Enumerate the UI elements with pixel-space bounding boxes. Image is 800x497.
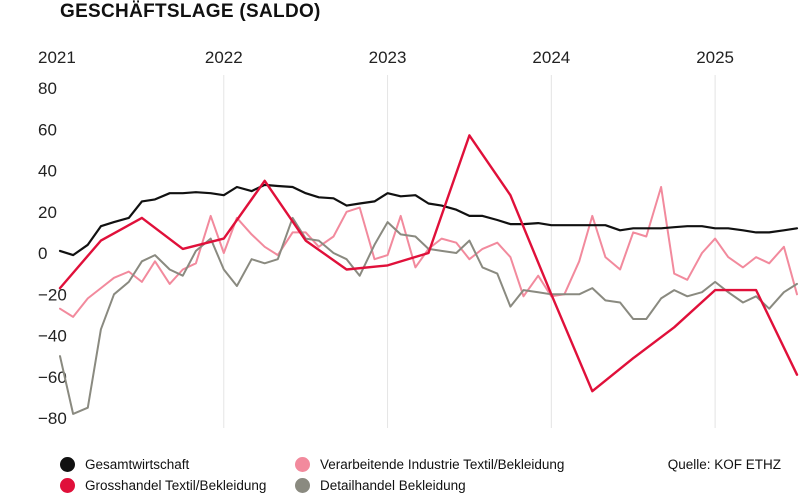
legend-swatch (60, 457, 75, 472)
legend-label: Detailhandel Bekleidung (320, 478, 466, 493)
legend-label: Verarbeitende Industrie Textil/Bekleidun… (320, 457, 565, 472)
x-tick-label: 2022 (205, 48, 243, 67)
y-tick-label: −80 (38, 409, 67, 428)
legend-item-grosshandel: Grosshandel Textil/Bekleidung (60, 478, 266, 493)
y-tick-label: 20 (38, 203, 57, 222)
x-tick-label: 2023 (369, 48, 407, 67)
y-tick-label: 80 (38, 79, 57, 98)
legend-item-verarbeitende-industrie: Verarbeitende Industrie Textil/Bekleidun… (295, 457, 564, 472)
line-chart: 2021 2022 2023 2024 2025 80 60 40 20 0 −20 −40 −60 −… (38, 48, 799, 428)
y-tick-label: 0 (38, 244, 47, 263)
y-tick-label: −20 (38, 285, 67, 304)
x-tick-label: 2025 (696, 48, 734, 67)
gridlines (223, 75, 716, 428)
chart-title: GESCHÄFTSLAGE (SALDO) (60, 1, 321, 22)
x-tick-label: 2021 (38, 48, 76, 67)
legend-swatch (60, 478, 75, 493)
legend-label: Grosshandel Textil/Bekleidung (85, 478, 267, 493)
series-lines (58, 134, 799, 415)
legend-swatch (295, 478, 310, 493)
legend-item-gesamtwirtschaft: Gesamtwirtschaft (60, 457, 189, 472)
y-tick-label: −60 (38, 368, 67, 387)
legend-label: Gesamtwirtschaft (85, 457, 190, 472)
y-tick-label: 60 (38, 120, 57, 139)
y-axis-ticks: 80 60 40 20 0 −20 −40 −60 −80 (38, 79, 67, 428)
gesamtwirtschaft-line (58, 183, 799, 257)
x-axis-ticks: 2021 2022 2023 2024 2025 (38, 48, 734, 67)
grosshandel-line (58, 134, 799, 393)
legend-swatch (295, 457, 310, 472)
x-tick-label: 2024 (532, 48, 570, 67)
detailhandel-line (59, 216, 798, 415)
source-note: Quelle: KOF ETHZ (667, 457, 781, 472)
y-tick-label: 40 (38, 162, 57, 181)
legend-item-detailhandel: Detailhandel Bekleidung (295, 478, 466, 493)
y-tick-label: −40 (38, 327, 67, 346)
